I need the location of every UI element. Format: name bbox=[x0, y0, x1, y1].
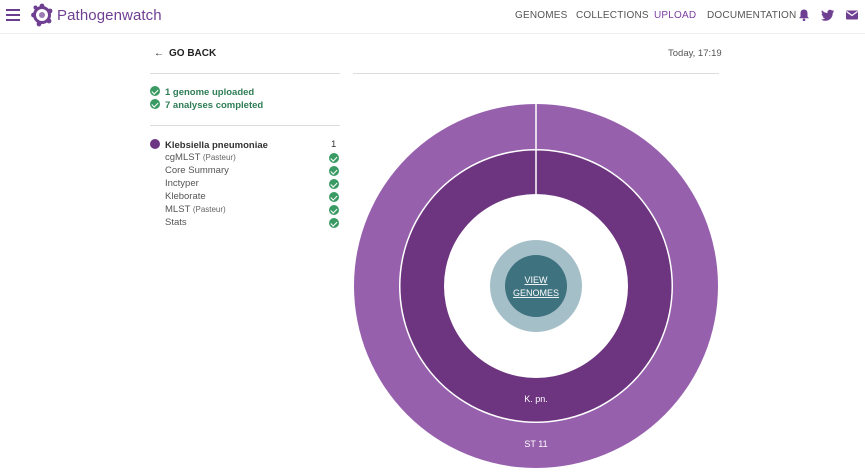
check-circle-icon bbox=[329, 153, 339, 163]
analysis-item: Inctyper bbox=[165, 178, 199, 189]
analysis-variant: (Pasteur) bbox=[192, 205, 226, 214]
check-circle-icon bbox=[150, 86, 160, 96]
nav-upload[interactable]: UPLOAD bbox=[654, 10, 697, 21]
right-divider bbox=[353, 73, 719, 74]
analysis-name: Stats bbox=[165, 217, 187, 228]
analysis-name: Kleborate bbox=[165, 191, 206, 202]
nav-collections[interactable]: COLLECTIONS bbox=[576, 10, 649, 21]
analysis-item: Kleborate bbox=[165, 191, 206, 202]
brand-name[interactable]: Pathogenwatch bbox=[57, 7, 162, 24]
analysis-variant: (Pasteur) bbox=[202, 153, 236, 162]
go-back-label: GO BACK bbox=[169, 48, 217, 59]
organism-name: Klebsiella pneumoniae bbox=[165, 140, 268, 151]
analysis-item: cgMLST (Pasteur) bbox=[165, 152, 236, 163]
top-header: Pathogenwatch GENOMES COLLECTIONS UPLOAD… bbox=[0, 0, 865, 34]
go-back-button[interactable]: ← GO BACK bbox=[154, 48, 216, 59]
analysis-item: Stats bbox=[165, 217, 187, 228]
sunburst-chart: K. pn. ST 11 VIEW GENOMES bbox=[354, 104, 718, 468]
organism-count: 1 bbox=[331, 139, 337, 150]
analysis-name: MLST bbox=[165, 204, 191, 215]
check-circle-icon bbox=[329, 192, 339, 202]
upload-timestamp: Today, 17:19 bbox=[668, 48, 722, 59]
bell-icon[interactable] bbox=[797, 8, 811, 22]
nav-documentation[interactable]: DOCUMENTATION bbox=[707, 10, 797, 21]
menu-icon[interactable] bbox=[6, 9, 20, 21]
status-text: 7 analyses completed bbox=[165, 100, 264, 111]
view-genomes-label-1: VIEW bbox=[524, 275, 548, 285]
view-genomes-button[interactable]: VIEW GENOMES bbox=[490, 240, 582, 332]
status-text: 1 genome uploaded bbox=[165, 87, 255, 98]
analysis-item: Core Summary bbox=[165, 165, 229, 176]
analysis-name: Inctyper bbox=[165, 178, 199, 189]
check-circle-icon bbox=[329, 218, 339, 228]
analysis-item: MLST (Pasteur) bbox=[165, 204, 226, 215]
check-circle-icon bbox=[329, 179, 339, 189]
arrow-left-icon: ← bbox=[154, 48, 164, 59]
organism-color-dot bbox=[150, 139, 160, 149]
left-divider-2 bbox=[150, 125, 340, 126]
inner-ring-label: K. pn. bbox=[524, 394, 548, 404]
analysis-name: Core Summary bbox=[165, 165, 229, 176]
check-circle-icon bbox=[329, 205, 339, 215]
status-genomes-uploaded: 1 genome uploaded bbox=[150, 86, 254, 98]
nav-genomes[interactable]: GENOMES bbox=[515, 10, 568, 21]
left-divider bbox=[150, 73, 340, 74]
status-analyses-completed: 7 analyses completed bbox=[150, 99, 263, 111]
outer-ring-label: ST 11 bbox=[524, 439, 547, 449]
view-genomes-label-2: GENOMES bbox=[513, 288, 559, 298]
twitter-icon[interactable] bbox=[821, 8, 835, 22]
pathogenwatch-logo-icon[interactable] bbox=[30, 3, 54, 27]
organism-row: Klebsiella pneumoniae bbox=[150, 139, 268, 151]
analysis-name: cgMLST bbox=[165, 152, 201, 163]
mail-icon[interactable] bbox=[845, 8, 859, 22]
check-circle-icon bbox=[150, 99, 160, 109]
check-circle-icon bbox=[329, 166, 339, 176]
